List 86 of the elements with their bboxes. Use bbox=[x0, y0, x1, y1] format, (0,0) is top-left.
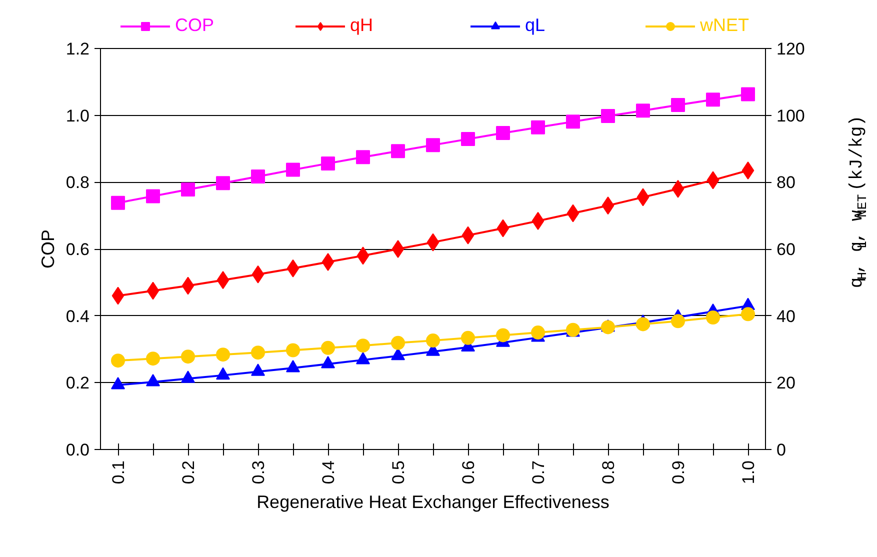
y2-tick-label: 80 bbox=[776, 173, 796, 192]
point bbox=[706, 92, 720, 107]
x-tick-label: 0.6 bbox=[459, 460, 478, 484]
legend-label: qH bbox=[350, 15, 374, 36]
point bbox=[461, 330, 475, 345]
point bbox=[182, 276, 194, 295]
x-tick-label: 0.1 bbox=[109, 460, 128, 484]
x-tick-label: 0.2 bbox=[179, 460, 198, 484]
x-axis-title: Regenerative Heat Exchanger Effectiveness bbox=[256, 492, 610, 512]
point bbox=[146, 189, 160, 204]
point bbox=[321, 156, 335, 170]
point bbox=[146, 352, 160, 366]
point bbox=[461, 132, 475, 146]
point bbox=[462, 226, 474, 244]
point bbox=[251, 169, 265, 184]
y2-tick-label: 120 bbox=[776, 40, 805, 58]
point bbox=[251, 346, 265, 360]
point bbox=[252, 265, 264, 284]
point bbox=[531, 326, 545, 340]
x-tick-label: 0.3 bbox=[249, 460, 268, 484]
point bbox=[322, 253, 334, 272]
y-tick-label: 0.0 bbox=[66, 440, 90, 460]
point bbox=[286, 343, 300, 358]
x-tick-label: 0.8 bbox=[599, 460, 618, 484]
y2-tick-label: 20 bbox=[776, 374, 796, 393]
point bbox=[566, 204, 580, 222]
point bbox=[111, 354, 125, 368]
point bbox=[496, 126, 510, 140]
point bbox=[636, 104, 650, 118]
point bbox=[111, 196, 125, 210]
legend-label: qL bbox=[525, 15, 546, 36]
point bbox=[391, 144, 405, 158]
point bbox=[286, 162, 300, 177]
point bbox=[426, 334, 440, 348]
y-tick-label: 0.8 bbox=[66, 173, 90, 192]
point bbox=[391, 336, 405, 350]
y-tick-label: 0.6 bbox=[66, 240, 90, 259]
point bbox=[426, 138, 440, 152]
point bbox=[216, 176, 230, 190]
point bbox=[671, 98, 685, 112]
y-tick-label: 1.2 bbox=[66, 40, 90, 58]
point bbox=[181, 350, 195, 364]
point bbox=[706, 310, 720, 324]
y-axis-title: COP bbox=[38, 229, 58, 269]
point bbox=[601, 109, 615, 123]
point bbox=[356, 150, 370, 164]
x-tick-label: 0.5 bbox=[389, 460, 408, 484]
point bbox=[742, 161, 754, 180]
point bbox=[601, 320, 615, 334]
x-tick-label: 0.9 bbox=[669, 460, 688, 484]
point bbox=[531, 120, 545, 134]
y2-tick-label: 60 bbox=[776, 240, 796, 259]
point bbox=[392, 240, 404, 258]
point bbox=[741, 307, 755, 322]
legend-label: COP bbox=[175, 15, 214, 36]
x-tick-label: 0.7 bbox=[529, 460, 548, 484]
point bbox=[566, 114, 580, 129]
y-tick-label: 1.0 bbox=[66, 106, 90, 126]
point bbox=[321, 340, 335, 355]
point bbox=[636, 317, 650, 332]
point bbox=[112, 286, 124, 305]
point bbox=[356, 338, 370, 353]
point bbox=[216, 348, 230, 362]
point bbox=[146, 282, 160, 300]
point bbox=[672, 180, 684, 198]
point bbox=[286, 259, 300, 278]
point bbox=[426, 233, 440, 252]
point bbox=[671, 314, 685, 328]
point bbox=[741, 87, 755, 102]
point bbox=[706, 171, 720, 190]
y-tick-label: 0.2 bbox=[66, 374, 90, 393]
point bbox=[602, 196, 614, 215]
point bbox=[496, 219, 510, 238]
point bbox=[216, 271, 230, 290]
x-tick-label: 1.0 bbox=[739, 460, 758, 484]
point bbox=[356, 246, 370, 265]
y2-tick-label: 40 bbox=[776, 306, 796, 326]
y-tick-label: 0.4 bbox=[66, 306, 90, 326]
legend-label: wNET bbox=[700, 15, 749, 36]
y2-tick-label: 100 bbox=[776, 106, 805, 126]
point bbox=[181, 182, 195, 197]
point bbox=[636, 188, 650, 206]
point bbox=[532, 212, 544, 230]
x-tick-label: 0.4 bbox=[319, 460, 338, 484]
point bbox=[496, 328, 510, 342]
y2-tick-label: 0 bbox=[776, 440, 786, 460]
